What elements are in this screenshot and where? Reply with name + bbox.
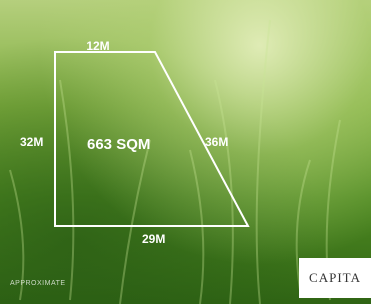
grass-blades [10, 20, 340, 304]
photo: 12M 32M 663 SQM 36M 29M APPROXIMATE CAPI… [0, 0, 371, 304]
left-length: 32M [20, 135, 43, 149]
top-length: 12M [86, 39, 109, 53]
bottom-length: 29M [142, 232, 165, 246]
disclaimer: APPROXIMATE [10, 280, 66, 287]
area-label: 663 SQM [87, 136, 150, 153]
right-length: 36M [205, 135, 228, 149]
logo: CAPITA [299, 258, 371, 298]
